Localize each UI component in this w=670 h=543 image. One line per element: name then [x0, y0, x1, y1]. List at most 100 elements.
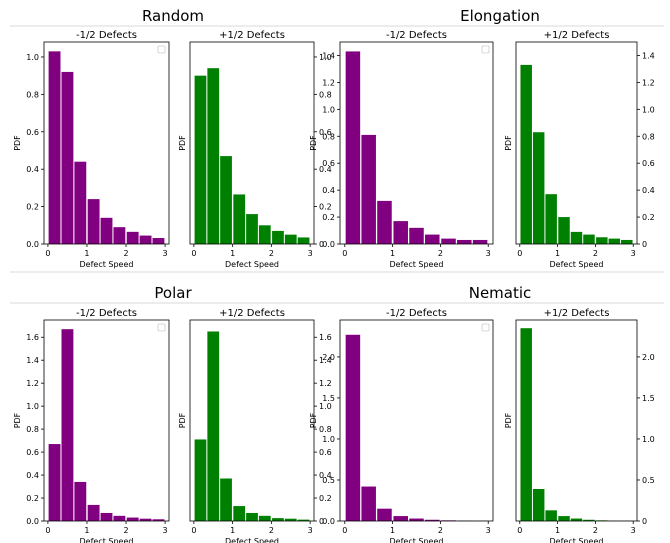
bar	[113, 227, 126, 244]
legend-box	[157, 45, 166, 54]
y-tick-label: 1.0	[319, 402, 332, 411]
y-tick-label: 0.8	[642, 132, 655, 141]
x-axis-label: Defect Speed	[390, 260, 444, 269]
bar	[520, 328, 532, 521]
axes-frame	[43, 319, 170, 522]
x-tick-label: 2	[123, 526, 128, 535]
bar	[596, 237, 608, 244]
bar	[126, 231, 139, 244]
x-tick-label: 3	[308, 526, 313, 535]
y-tick-label: 0.8	[319, 90, 332, 99]
y-tick-label: 0.4	[26, 165, 39, 174]
axes-frame	[43, 41, 170, 245]
panel-title: -1/2 Defects	[386, 30, 447, 41]
bar	[258, 515, 271, 521]
y-tick-label: 1.0	[26, 53, 39, 62]
bar	[152, 238, 165, 244]
bar	[425, 234, 440, 244]
bar	[126, 517, 139, 521]
y-tick-label: 1.0	[319, 53, 332, 62]
panel-3: 0 0.2 0.4 0.6 0.8 1.0 1.2 1.4 0 1 2 3 +1/2 Defects De…	[504, 30, 655, 269]
y-axis-label: PDF	[309, 412, 318, 428]
x-tick-label: 0	[342, 249, 347, 258]
bar	[207, 331, 220, 521]
x-tick-label: 0	[517, 526, 522, 535]
y-tick-label: 0	[319, 517, 324, 526]
x-tick-label: 3	[631, 249, 636, 258]
y-tick-label: 0.4	[642, 186, 655, 195]
x-tick-label: 1	[555, 526, 560, 535]
panels: 0.00.20.40.60.81.00 1 2 3-1/2 DefectsDefect…	[13, 30, 655, 543]
x-axis-label: Defect Speed	[550, 537, 604, 543]
bar	[608, 238, 621, 244]
bar	[545, 194, 557, 244]
y-tick-label: 0	[319, 240, 324, 249]
y-tick-label: 0.6	[26, 448, 39, 457]
bar	[258, 225, 271, 244]
x-tick-label: 1	[84, 526, 89, 535]
y-tick-label: 0.6	[319, 448, 332, 457]
y-tick-label: 0.0	[322, 240, 335, 249]
bar	[409, 518, 424, 521]
x-axis-label: Defect Speed	[390, 537, 444, 543]
x-axis-label: Defect Speed	[80, 260, 134, 269]
bar	[297, 519, 310, 521]
x-tick-label: 2	[593, 249, 598, 258]
bar	[361, 134, 376, 244]
panel-title: +1/2 Defects	[544, 308, 610, 319]
y-tick-label: 1.5	[322, 394, 335, 403]
y-tick-label: 0.6	[319, 128, 332, 137]
axes-frame	[189, 319, 315, 522]
y-tick-label: 0.4	[322, 186, 335, 195]
y-axis-label: PDF	[13, 412, 22, 428]
bar	[48, 444, 61, 521]
legend-box	[157, 323, 166, 332]
x-tick-label: 0	[191, 526, 196, 535]
y-tick-label: 0.0	[26, 517, 39, 526]
y-tick-label: 1.0	[642, 435, 655, 444]
bar	[393, 221, 408, 244]
bar	[194, 75, 207, 245]
y-tick-label: 0	[642, 517, 647, 526]
y-tick-label: 0.2	[26, 494, 39, 503]
bar	[139, 518, 152, 521]
x-tick-label: 0	[342, 526, 347, 535]
panel-title: +1/2 Defects	[219, 30, 285, 41]
y-tick-label: 1.4	[322, 51, 335, 60]
y-tick-label: 0.8	[319, 425, 332, 434]
bar	[520, 64, 532, 244]
panel-7: 0 0.5 1.0 1.5 2.0 0 1 2 3 +1/2 Defects Defect Spee…	[504, 308, 655, 543]
y-tick-label: 1.4	[642, 51, 655, 60]
x-tick-label: 0	[517, 249, 522, 258]
legend-box	[481, 323, 490, 332]
x-tick-label: 0	[45, 249, 50, 258]
x-axis-label: Defect Speed	[225, 260, 279, 269]
bar	[272, 518, 284, 521]
y-tick-label: 0.5	[322, 476, 335, 485]
x-tick-label: 3	[486, 249, 491, 258]
bar	[583, 234, 595, 244]
y-axis-label: PDF	[504, 412, 513, 428]
bar	[558, 217, 570, 244]
y-tick-label: 0.5	[642, 476, 655, 485]
bar	[246, 214, 258, 244]
y-tick-label: 0.4	[319, 471, 332, 480]
group-title-polar: Polar	[154, 284, 192, 302]
y-tick-label: 0.2	[26, 203, 39, 212]
x-tick-label: 0	[191, 249, 196, 258]
bar	[87, 199, 100, 244]
panel-title: -1/2 Defects	[76, 30, 137, 41]
bar	[100, 217, 113, 244]
group-title-elongation: Elongation	[460, 7, 540, 25]
panel-title: +1/2 Defects	[219, 308, 285, 319]
y-tick-label: 0.8	[322, 132, 335, 141]
axes-frame	[189, 41, 315, 245]
y-tick-label: 0.6	[26, 128, 39, 137]
y-axis-label: PDF	[178, 135, 187, 151]
y-tick-label: 0.0	[322, 517, 335, 526]
y-tick-label: 1.5	[642, 394, 655, 403]
bar	[532, 489, 545, 521]
x-tick-label: 3	[163, 526, 168, 535]
x-tick-label: 2	[438, 526, 443, 535]
